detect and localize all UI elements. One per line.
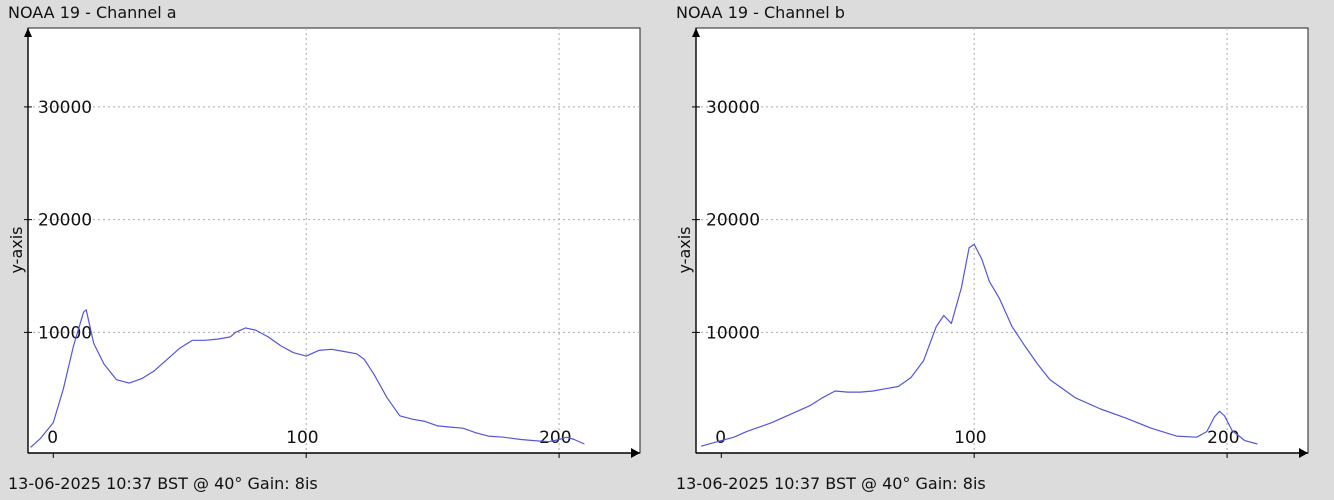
y-tick-label: 20000 <box>706 211 760 231</box>
chart-title: NOAA 19 - Channel a <box>8 3 177 22</box>
series-line <box>700 243 1258 447</box>
x-tick-label: 100 <box>286 428 318 448</box>
x-tick-label: 0 <box>47 428 58 448</box>
status-footer: 13-06-2025 10:37 BST @ 40° Gain: 8is <box>8 474 318 493</box>
plot-area: 0 100 200 10000 20000 30000 y-axis <box>7 27 641 458</box>
x-tick-label: 200 <box>1207 428 1239 448</box>
y-axis-arrow <box>692 28 700 37</box>
y-tick-label: 30000 <box>38 98 92 118</box>
x-tick-label: 100 <box>954 428 986 448</box>
x-axis-arrow <box>1299 448 1308 458</box>
x-axis-arrow <box>631 448 640 458</box>
y-axis-arrow <box>24 28 32 37</box>
chart-title: NOAA 19 - Channel b <box>676 3 845 22</box>
y-axis-title: y-axis <box>675 226 694 273</box>
status-footer: 13-06-2025 10:37 BST @ 40° Gain: 8is <box>676 474 986 493</box>
y-tick-label: 10000 <box>38 323 92 343</box>
series-line <box>30 309 585 448</box>
y-tick-label: 20000 <box>38 211 92 231</box>
plot-area: 0 100 200 10000 20000 30000 y-axis <box>675 27 1309 458</box>
y-axis-title: y-axis <box>7 226 26 273</box>
chart-panel-b: NOAA 19 - Channel b 0 100 200 10000 20000 300… <box>668 0 1318 500</box>
chart-panel-a: NOAA 19 - Channel a 0 100 200 10000 20000 300… <box>0 0 650 500</box>
x-tick-label: 0 <box>715 428 726 448</box>
plot-frame <box>695 27 1309 454</box>
plot-frame <box>27 27 641 454</box>
y-tick-label: 10000 <box>706 323 760 343</box>
x-tick-label: 200 <box>539 428 571 448</box>
y-tick-label: 30000 <box>706 98 760 118</box>
